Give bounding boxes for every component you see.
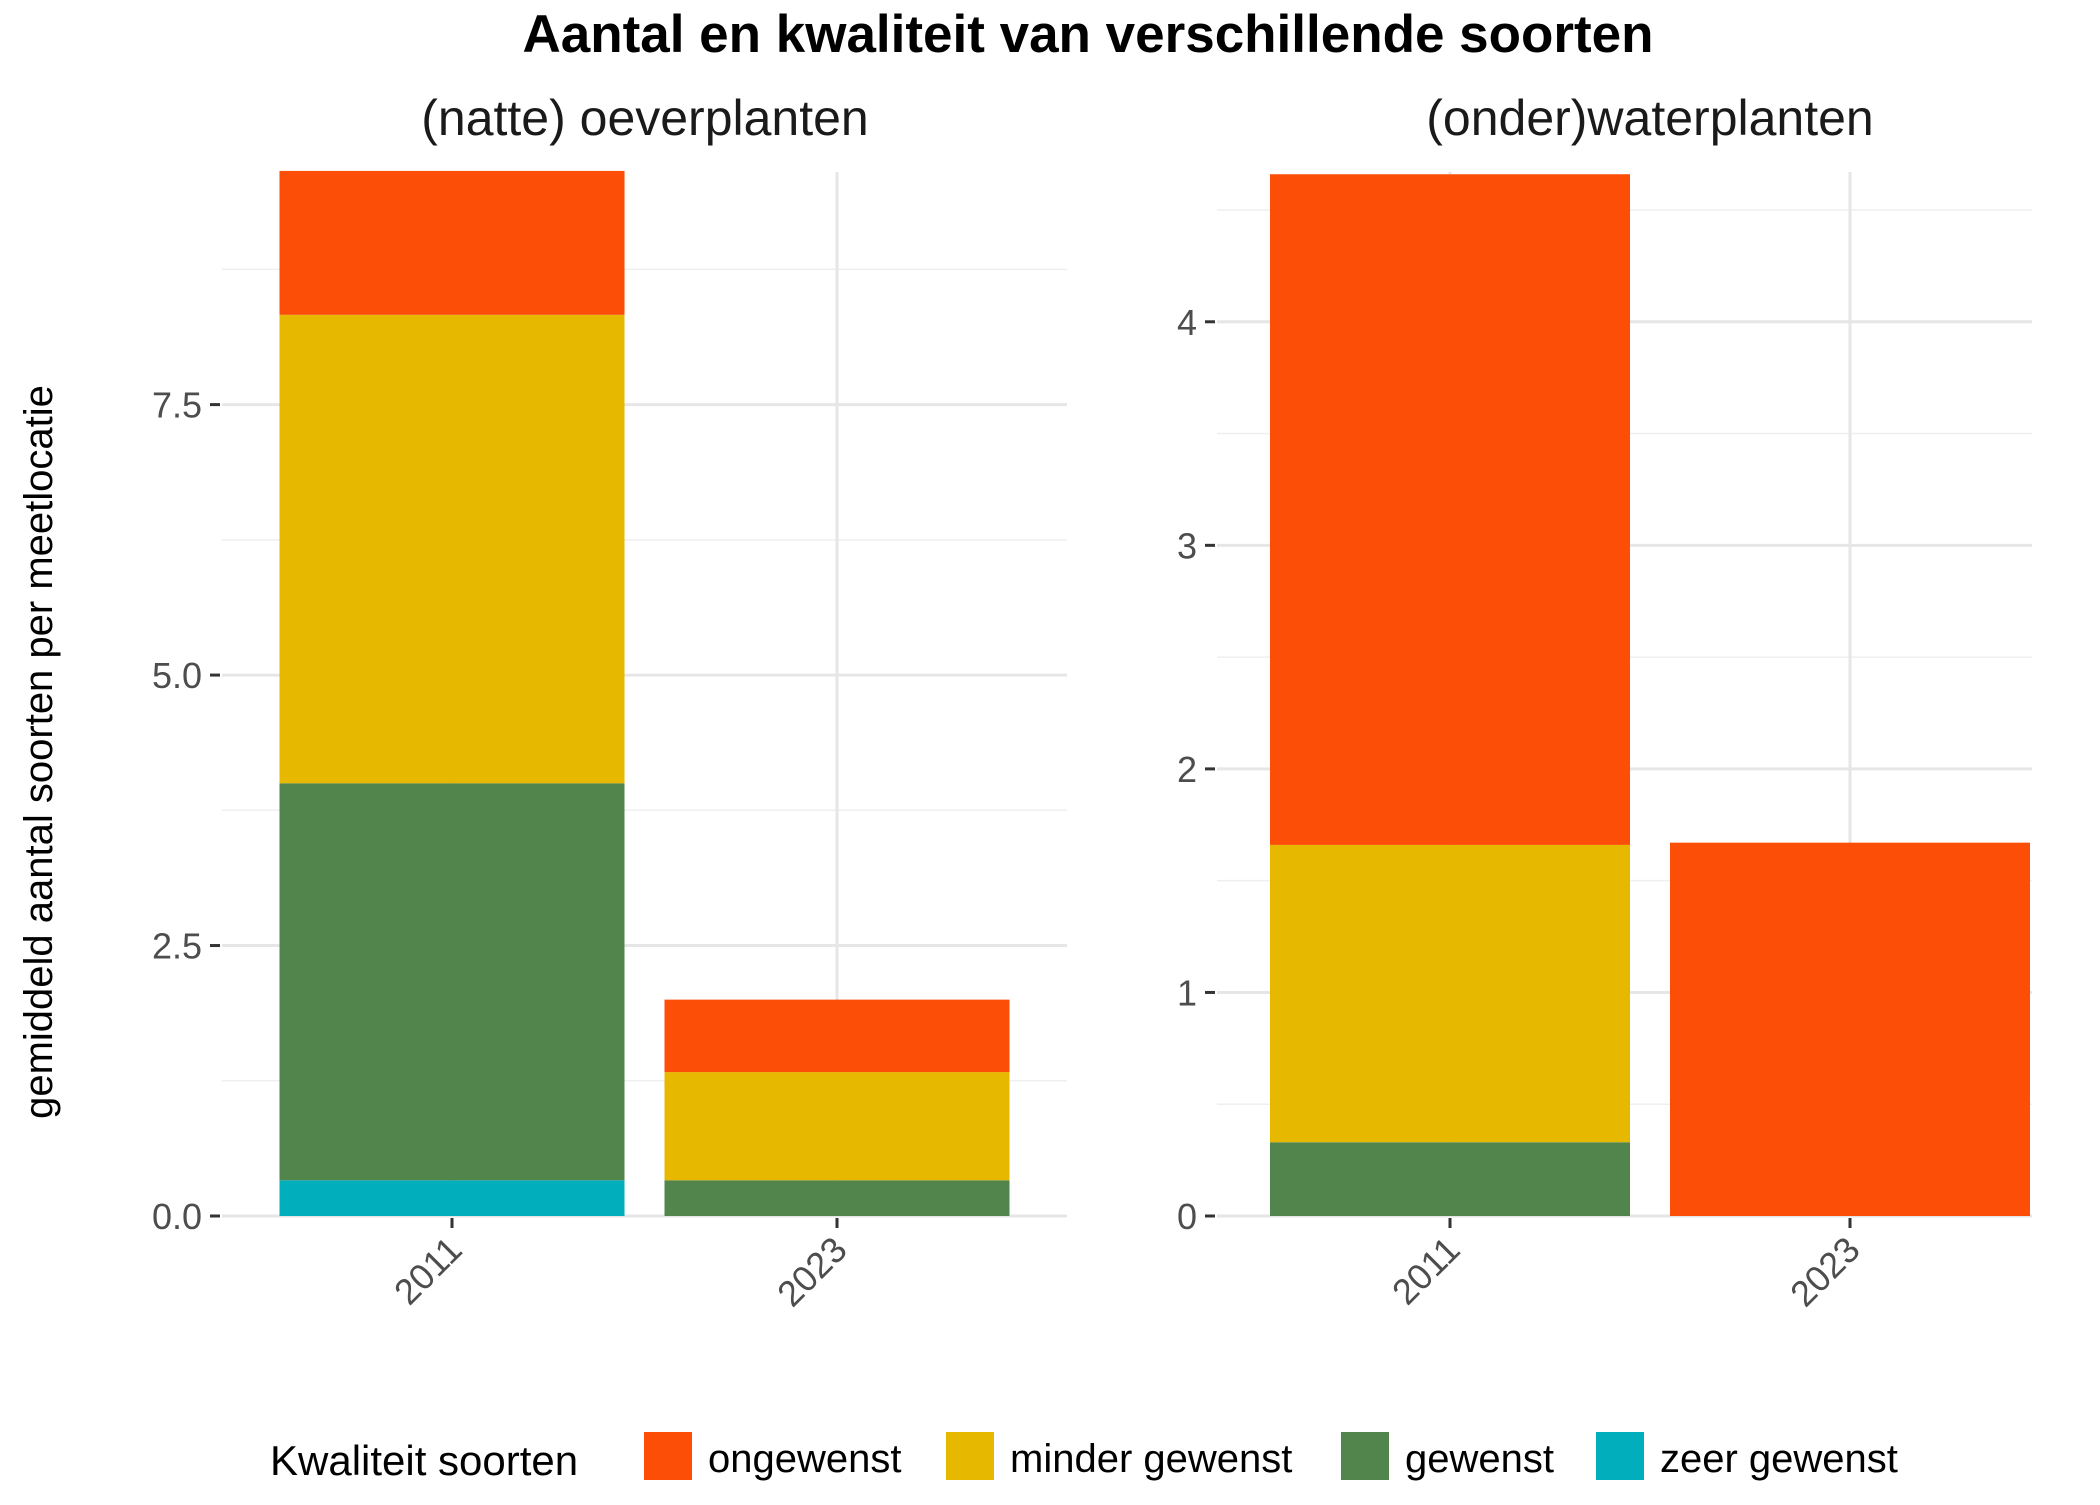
y-tick-label: 7.5 (152, 385, 202, 426)
legend-label: zeer gewenst (1660, 1437, 1898, 1481)
y-tick-label: 4 (1177, 302, 1197, 343)
legend-label: minder gewenst (1010, 1437, 1292, 1481)
chart-legend: Kwaliteit soorten ongewenst minder gewens… (270, 1432, 1898, 1484)
y-axis-title: gemiddeld aantal soorten per meetlocatie (17, 385, 61, 1119)
bar-segment-ongewenst-2023 (664, 999, 1010, 1073)
panel-2: (onder)waterplanten 0 1 2 3 4 2011 2023 (1177, 90, 2032, 1314)
legend-key-minder-gewenst (946, 1432, 994, 1480)
y-tick-label: 3 (1177, 525, 1197, 566)
x-tick-label: 2023 (769, 1229, 855, 1315)
bar-segment-minder-gewenst-2011 (1270, 844, 1630, 1143)
legend-key-gewenst (1341, 1432, 1389, 1480)
x-tick-label: 2023 (1782, 1229, 1868, 1315)
chart-title: Aantal en kwaliteit van verschillende so… (522, 5, 1653, 64)
legend-label: ongewenst (708, 1437, 901, 1481)
panel-title: (natte) oeverplanten (421, 90, 869, 146)
legend-title: Kwaliteit soorten (270, 1437, 578, 1484)
bar-segment-minder-gewenst-2023 (664, 1072, 1010, 1181)
legend-label: gewenst (1405, 1437, 1554, 1481)
panel-1: (natte) oeverplanten 0.0 2.5 5.0 7.5 2011 2023 (152, 90, 1067, 1314)
bar-segment-ongewenst-2011 (279, 170, 625, 315)
bar-segment-gewenst-2023 (664, 1180, 1010, 1216)
chart-panels: (natte) oeverplanten 0.0 2.5 5.0 7.5 2011 2023… (152, 90, 2032, 1314)
y-tick-label: 2 (1177, 749, 1197, 790)
panel-title: (onder)waterplanten (1426, 90, 1874, 146)
legend-key-ongewenst (644, 1432, 692, 1480)
y-tick-label: 0 (1177, 1196, 1197, 1237)
legend-key-zeer-gewenst (1596, 1432, 1644, 1480)
bar-segment-zeer-gewenst-2011 (279, 1180, 625, 1216)
x-tick-label: 2011 (1384, 1229, 1468, 1313)
y-tick-label: 2.5 (152, 926, 202, 967)
bar-segment-ongewenst-2023 (1670, 842, 2030, 1216)
bar-segment-ongewenst-2011 (1270, 174, 1630, 845)
bar-segment-gewenst-2011 (279, 783, 625, 1181)
y-tick-label: 0.0 (152, 1196, 202, 1237)
x-tick-label: 2011 (386, 1229, 470, 1313)
y-tick-label: 5.0 (152, 655, 202, 696)
bar-segment-minder-gewenst-2011 (279, 314, 625, 784)
y-tick-label: 1 (1177, 972, 1197, 1013)
bar-segment-gewenst-2011 (1270, 1142, 1630, 1216)
